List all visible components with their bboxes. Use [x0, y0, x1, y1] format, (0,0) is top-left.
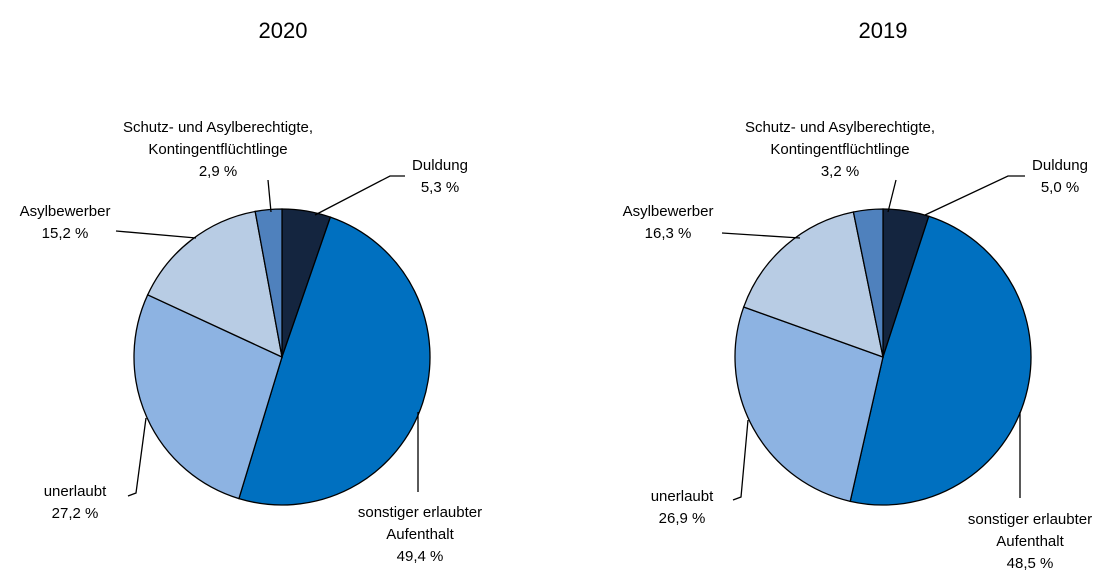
- value-label: 15,2 %: [42, 225, 89, 242]
- slice-label: Asylbewerber: [20, 203, 111, 220]
- pie-slice: [742, 211, 884, 359]
- slice-label: Schutz- und Asylberechtigte,: [745, 119, 935, 136]
- value-label: 3,2 %: [821, 163, 859, 180]
- slice-label: sonstiger erlaubter: [358, 504, 482, 521]
- leader-line: [732, 419, 749, 501]
- value-label: 26,9 %: [659, 510, 706, 527]
- chart-title: 2020: [259, 18, 308, 43]
- value-label: 16,3 %: [645, 225, 692, 242]
- pie-slice: [734, 306, 884, 503]
- slice-label: Asylbewerber: [623, 203, 714, 220]
- value-label: 5,3 %: [421, 179, 459, 196]
- leader-line: [115, 230, 197, 239]
- slice-label: unerlaubt: [44, 483, 107, 500]
- leader-line: [721, 232, 801, 239]
- leader-line: [267, 179, 272, 213]
- slice-label: Aufenthalt: [386, 526, 454, 543]
- slice-label: Kontingentflüchtlinge: [770, 141, 909, 158]
- value-label: 49,4 %: [397, 548, 444, 565]
- pie-slice: [852, 208, 884, 358]
- slice-label: sonstiger erlaubter: [968, 511, 1092, 528]
- pie-slice: [849, 215, 1032, 506]
- leader-line: [887, 179, 897, 213]
- pie-slice: [133, 293, 283, 500]
- pie-slice: [238, 216, 431, 506]
- pie-slice: [254, 208, 283, 358]
- leader-line: [924, 175, 1025, 216]
- slice-label: unerlaubt: [651, 488, 714, 505]
- slice-label: Duldung: [1032, 157, 1088, 174]
- value-label: 5,0 %: [1041, 179, 1079, 196]
- leader-line: [314, 175, 405, 216]
- value-label: 2,9 %: [199, 163, 237, 180]
- slice-label: Duldung: [412, 157, 468, 174]
- pie-slice: [146, 210, 283, 359]
- value-label: 27,2 %: [52, 505, 99, 522]
- slice-label: Schutz- und Asylberechtigte,: [123, 119, 313, 136]
- value-label: 48,5 %: [1007, 555, 1054, 572]
- chart-title: 2019: [859, 18, 908, 43]
- slice-label: Aufenthalt: [996, 533, 1064, 550]
- leader-line: [127, 417, 147, 497]
- slice-label: Kontingentflüchtlinge: [148, 141, 287, 158]
